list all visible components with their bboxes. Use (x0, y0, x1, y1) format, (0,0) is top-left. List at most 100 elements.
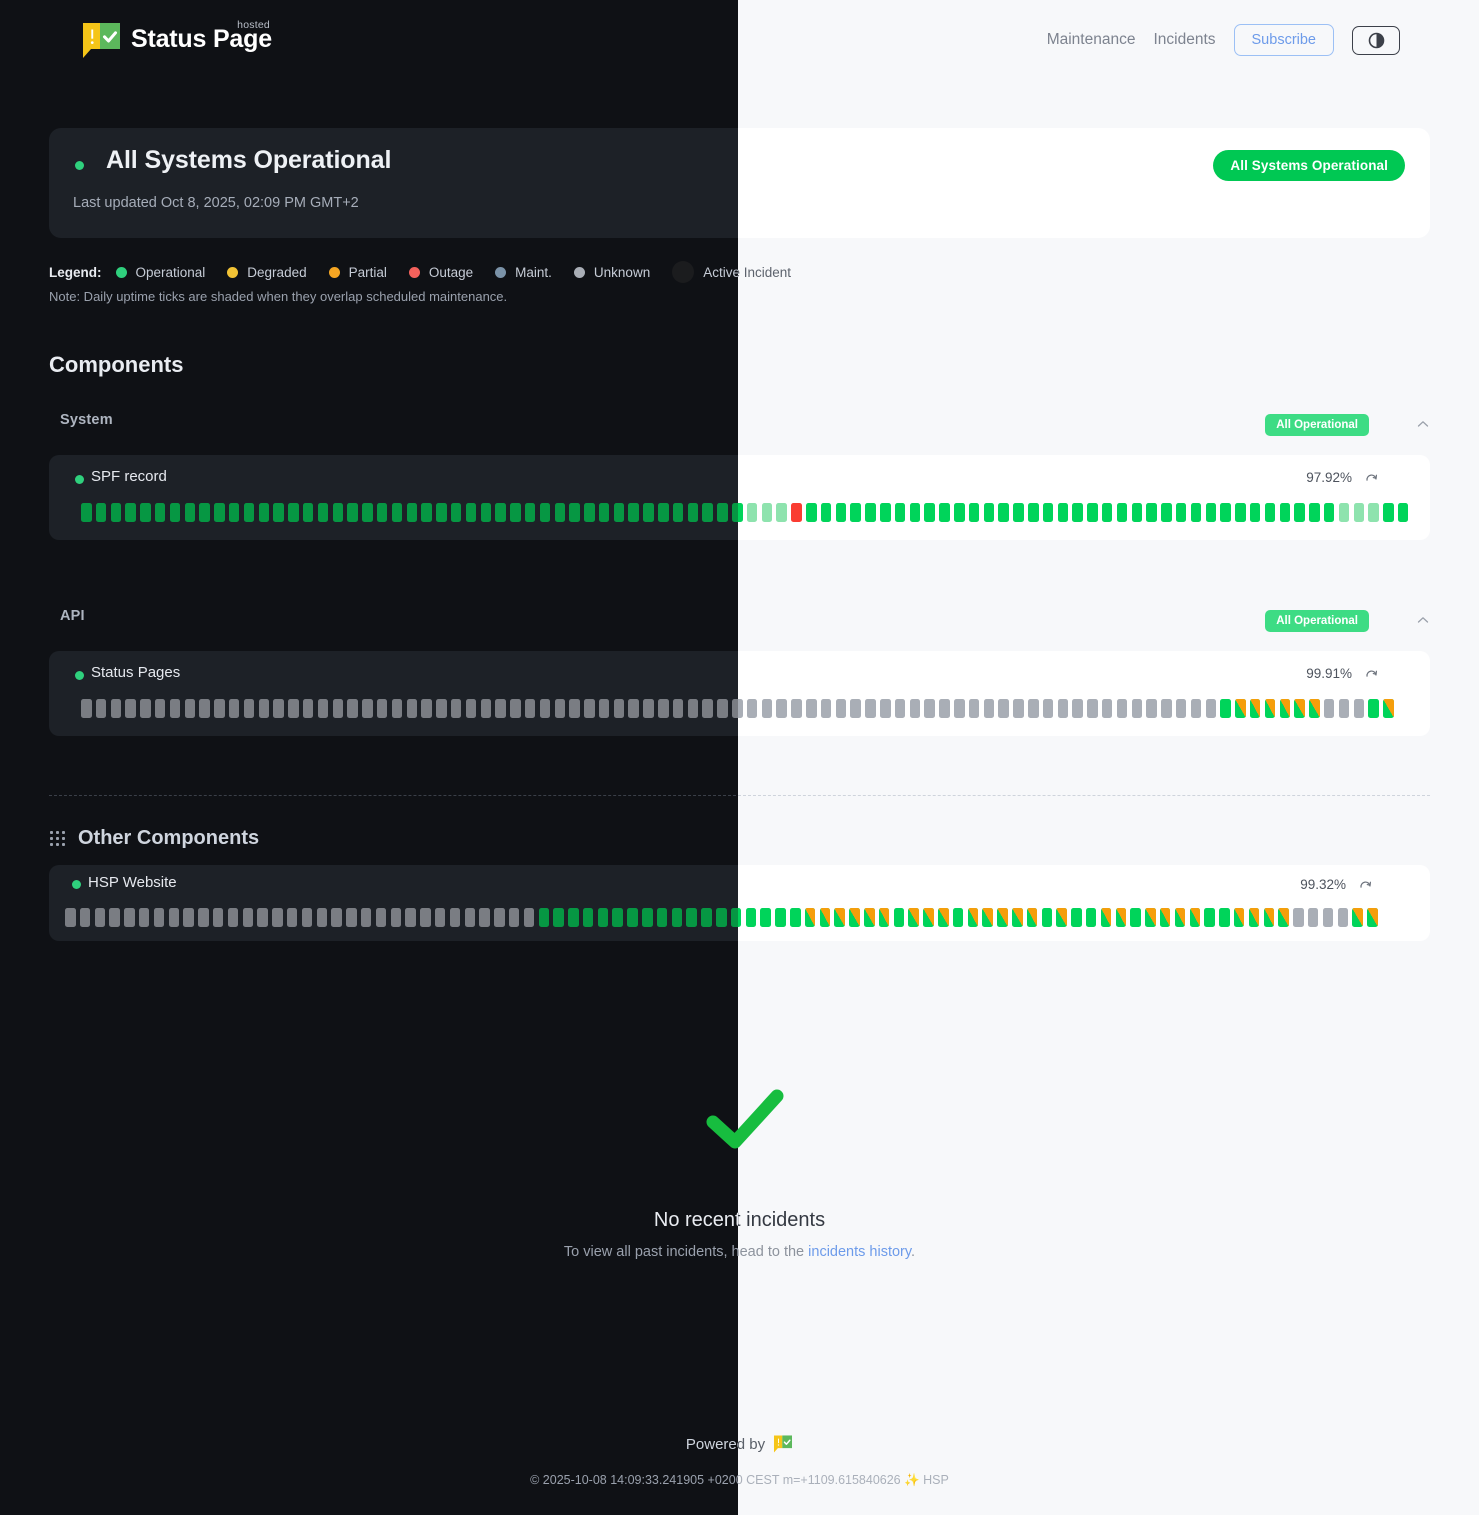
uptime-tick[interactable] (228, 503, 240, 522)
subscribe-button[interactable]: Subscribe (1233, 24, 1334, 56)
uptime-tick[interactable] (539, 503, 551, 522)
uptime-tick[interactable] (893, 908, 905, 927)
uptime-tick[interactable] (791, 503, 802, 522)
uptime-tick[interactable] (1353, 503, 1365, 522)
incidents-history-link[interactable]: incidents history (808, 1244, 912, 1260)
uptime-tick[interactable] (924, 699, 935, 718)
uptime-tick[interactable] (745, 908, 757, 927)
group-collapse-toggle[interactable] (1416, 417, 1430, 431)
uptime-tick[interactable] (835, 699, 847, 718)
nav-incidents[interactable]: Incidents (1153, 31, 1216, 48)
component-refresh-icon[interactable] (1365, 472, 1378, 490)
uptime-tick[interactable] (687, 699, 699, 718)
uptime-tick[interactable] (1263, 908, 1275, 927)
uptime-tick[interactable] (1264, 503, 1276, 522)
uptime-tick[interactable] (94, 908, 106, 927)
uptime-tick[interactable] (1012, 908, 1023, 927)
uptime-tick[interactable] (717, 503, 728, 522)
uptime-tick[interactable] (880, 699, 891, 718)
uptime-tick[interactable] (894, 503, 906, 522)
uptime-tick[interactable] (894, 699, 906, 718)
component-refresh-icon[interactable] (1365, 668, 1378, 686)
uptime-tick[interactable] (1279, 699, 1291, 718)
uptime-tick[interactable] (331, 908, 342, 927)
uptime-tick[interactable] (687, 503, 699, 522)
uptime-tick[interactable] (1041, 908, 1053, 927)
uptime-tick[interactable] (508, 908, 520, 927)
uptime-tick[interactable] (347, 503, 358, 522)
uptime-tick[interactable] (258, 699, 270, 718)
uptime-tick[interactable] (1116, 503, 1128, 522)
uptime-tick[interactable] (301, 908, 313, 927)
uptime-tick[interactable] (523, 908, 535, 927)
uptime-tick[interactable] (643, 699, 654, 718)
uptime-tick[interactable] (81, 699, 92, 718)
uptime-tick[interactable] (658, 503, 669, 522)
uptime-tick[interactable] (1235, 503, 1246, 522)
uptime-tick[interactable] (243, 503, 255, 522)
uptime-tick[interactable] (1322, 908, 1334, 927)
uptime-tick[interactable] (952, 908, 964, 927)
uptime-tick[interactable] (375, 908, 387, 927)
brand-logo[interactable]: Status Page hosted (81, 19, 272, 59)
uptime-tick[interactable] (154, 503, 166, 522)
uptime-tick[interactable] (1233, 908, 1245, 927)
uptime-tick[interactable] (569, 699, 580, 718)
uptime-tick[interactable] (775, 908, 786, 927)
uptime-tick[interactable] (1131, 699, 1143, 718)
uptime-tick[interactable] (982, 908, 993, 927)
uptime-tick[interactable] (1028, 699, 1039, 718)
uptime-tick[interactable] (983, 503, 995, 522)
uptime-tick[interactable] (539, 699, 551, 718)
uptime-tick[interactable] (776, 503, 787, 522)
uptime-tick[interactable] (257, 908, 268, 927)
uptime-tick[interactable] (983, 699, 995, 718)
uptime-tick[interactable] (495, 503, 506, 522)
uptime-tick[interactable] (524, 503, 536, 522)
uptime-tick[interactable] (1190, 699, 1202, 718)
uptime-tick[interactable] (686, 908, 697, 927)
uptime-tick[interactable] (434, 908, 446, 927)
uptime-tick[interactable] (672, 503, 684, 522)
uptime-tick[interactable] (316, 908, 328, 927)
uptime-tick[interactable] (1248, 908, 1260, 927)
uptime-tick[interactable] (243, 699, 255, 718)
uptime-tick[interactable] (923, 908, 934, 927)
refresh-arrow-icon[interactable] (1365, 668, 1378, 681)
uptime-tick[interactable] (1309, 699, 1320, 718)
uptime-tick[interactable] (1205, 503, 1217, 522)
uptime-tick[interactable] (1337, 908, 1349, 927)
uptime-tick[interactable] (597, 908, 609, 927)
uptime-tick[interactable] (1264, 699, 1276, 718)
uptime-tick[interactable] (110, 503, 122, 522)
uptime-tick[interactable] (598, 503, 610, 522)
uptime-tick[interactable] (168, 908, 180, 927)
uptime-tick[interactable] (1131, 503, 1143, 522)
uptime-tick[interactable] (1189, 908, 1201, 927)
uptime-tick[interactable] (1072, 503, 1083, 522)
uptime-tick[interactable] (317, 699, 329, 718)
uptime-tick[interactable] (480, 699, 492, 718)
uptime-tick[interactable] (761, 503, 773, 522)
uptime-tick[interactable] (553, 908, 564, 927)
uptime-tick[interactable] (701, 908, 712, 927)
uptime-tick[interactable] (1130, 908, 1141, 927)
uptime-tick[interactable] (834, 908, 845, 927)
uptime-tick[interactable] (110, 699, 122, 718)
uptime-tick[interactable] (908, 908, 919, 927)
uptime-tick[interactable] (598, 699, 610, 718)
refresh-arrow-icon[interactable] (1359, 879, 1372, 892)
uptime-tick[interactable] (273, 699, 284, 718)
uptime-tick[interactable] (125, 503, 136, 522)
uptime-tick[interactable] (554, 699, 565, 718)
uptime-tick[interactable] (804, 908, 816, 927)
uptime-tick[interactable] (436, 503, 447, 522)
uptime-tick[interactable] (1100, 908, 1112, 927)
uptime-tick[interactable] (154, 699, 166, 718)
uptime-tick[interactable] (347, 699, 358, 718)
uptime-tick[interactable] (909, 503, 921, 522)
uptime-tick[interactable] (850, 699, 861, 718)
uptime-tick[interactable] (1235, 699, 1246, 718)
uptime-tick[interactable] (391, 699, 403, 718)
uptime-tick[interactable] (1159, 908, 1171, 927)
